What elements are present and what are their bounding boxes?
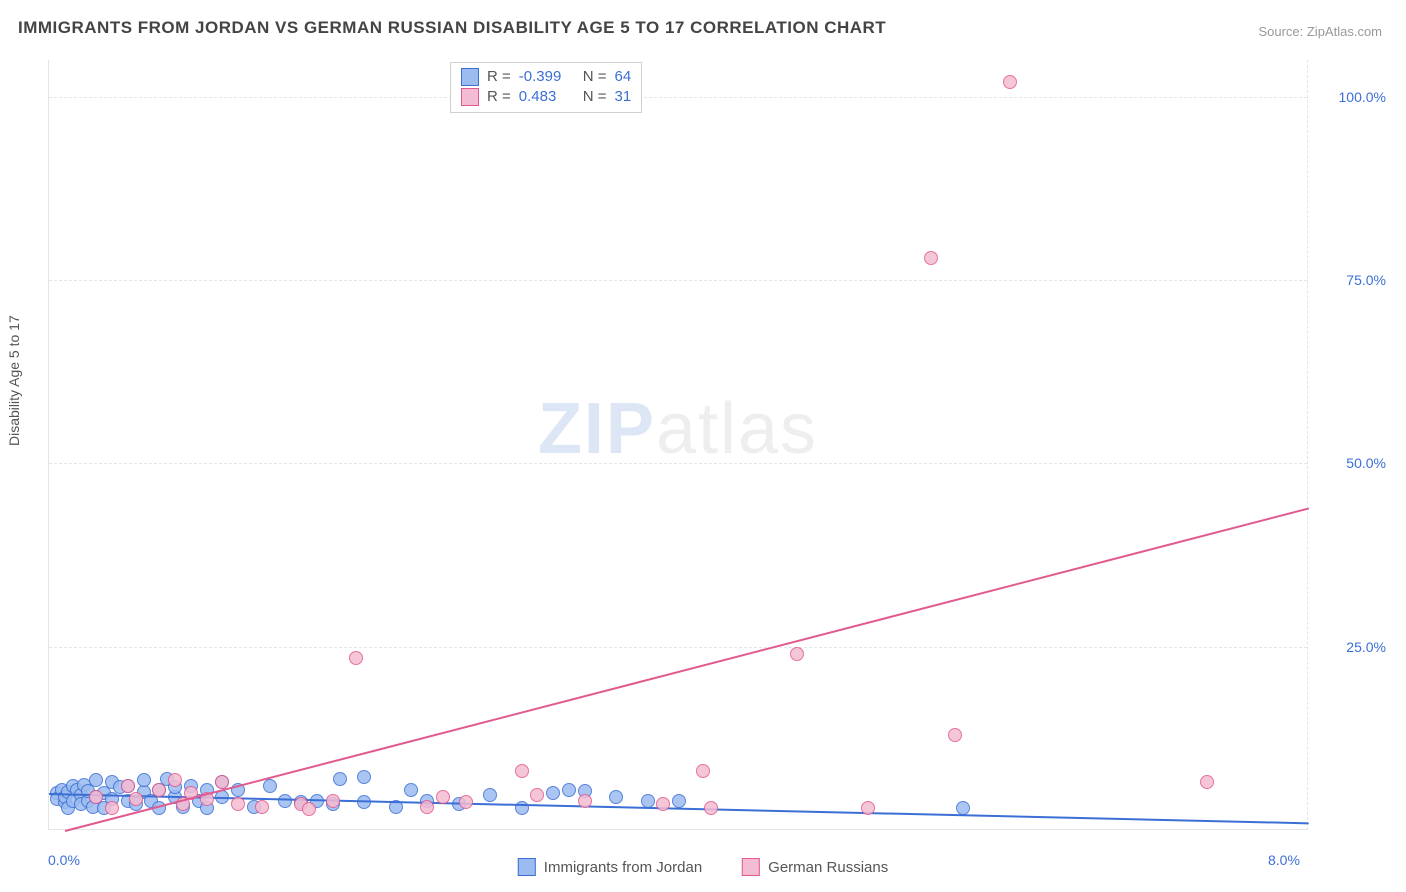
data-point <box>656 797 670 811</box>
legend-n-value: 64 <box>615 67 632 87</box>
legend-swatch <box>518 858 536 876</box>
data-point <box>168 773 182 787</box>
correlation-legend: R = -0.399 N = 64 R = 0.483 N = 31 <box>450 62 642 113</box>
trend-line <box>64 507 1309 832</box>
data-point <box>562 783 576 797</box>
y-tick-label: 75.0% <box>1346 272 1386 288</box>
y-tick-label: 25.0% <box>1346 639 1386 655</box>
data-point <box>302 802 316 816</box>
data-point <box>357 770 371 784</box>
data-point <box>483 788 497 802</box>
data-point <box>105 801 119 815</box>
data-point <box>420 800 434 814</box>
legend-swatch <box>742 858 760 876</box>
legend-n-label: N = <box>583 87 607 107</box>
data-point <box>333 772 347 786</box>
data-point <box>578 794 592 808</box>
data-point <box>696 764 710 778</box>
legend-series-name: German Russians <box>768 859 888 876</box>
gridline <box>49 463 1307 464</box>
gridline <box>49 647 1307 648</box>
data-point <box>515 764 529 778</box>
data-point <box>1003 75 1017 89</box>
y-axis-label: Disability Age 5 to 17 <box>6 315 22 446</box>
source-attribution: Source: ZipAtlas.com <box>1258 24 1382 39</box>
legend-r-label: R = <box>487 67 511 87</box>
watermark-rest: atlas <box>656 389 818 469</box>
data-point <box>609 790 623 804</box>
legend-series-name: Immigrants from Jordan <box>544 859 702 876</box>
data-point <box>263 779 277 793</box>
legend-n-value: 31 <box>615 87 632 107</box>
data-point <box>1200 775 1214 789</box>
plot-area: ZIPatlas <box>48 60 1308 830</box>
legend-item: German Russians <box>742 858 888 876</box>
data-point <box>231 797 245 811</box>
y-tick-label: 50.0% <box>1346 455 1386 471</box>
data-point <box>641 794 655 808</box>
data-point <box>790 647 804 661</box>
legend-swatch <box>461 68 479 86</box>
data-point <box>326 794 340 808</box>
data-point <box>956 801 970 815</box>
legend-row: R = -0.399 N = 64 <box>461 67 631 87</box>
data-point <box>255 800 269 814</box>
data-point <box>89 773 103 787</box>
y-tick-label: 100.0% <box>1339 89 1386 105</box>
data-point <box>137 773 151 787</box>
legend-r-value: 0.483 <box>519 87 575 107</box>
data-point <box>459 795 473 809</box>
gridline <box>49 97 1307 98</box>
data-point <box>278 794 292 808</box>
data-point <box>704 801 718 815</box>
chart-title: IMMIGRANTS FROM JORDAN VS GERMAN RUSSIAN… <box>18 18 886 38</box>
data-point <box>121 779 135 793</box>
data-point <box>672 794 686 808</box>
series-legend: Immigrants from Jordan German Russians <box>518 858 888 876</box>
legend-row: R = 0.483 N = 31 <box>461 87 631 107</box>
data-point <box>924 251 938 265</box>
data-point <box>89 790 103 804</box>
data-point <box>349 651 363 665</box>
data-point <box>546 786 560 800</box>
watermark: ZIPatlas <box>538 388 818 470</box>
data-point <box>530 788 544 802</box>
legend-n-label: N = <box>583 67 607 87</box>
gridline <box>49 280 1307 281</box>
legend-r-label: R = <box>487 87 511 107</box>
data-point <box>129 792 143 806</box>
watermark-bold: ZIP <box>538 389 656 469</box>
data-point <box>152 783 166 797</box>
data-point <box>436 790 450 804</box>
data-point <box>404 783 418 797</box>
legend-item: Immigrants from Jordan <box>518 858 702 876</box>
data-point <box>861 801 875 815</box>
legend-swatch <box>461 88 479 106</box>
data-point <box>948 728 962 742</box>
x-tick-label: 0.0% <box>48 852 80 868</box>
x-tick-label: 8.0% <box>1268 852 1300 868</box>
legend-r-value: -0.399 <box>519 67 575 87</box>
